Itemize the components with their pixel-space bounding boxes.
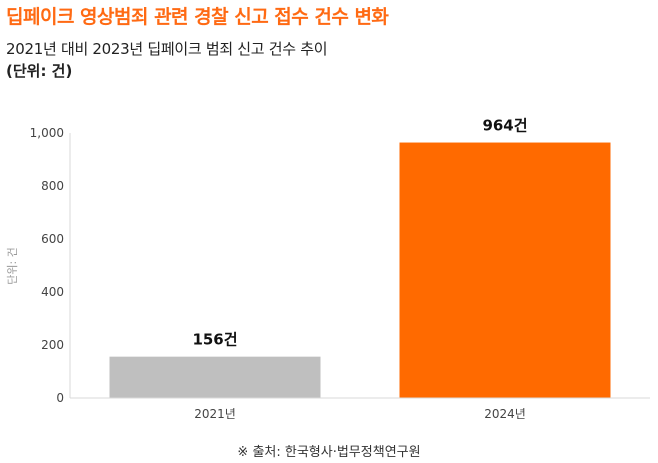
y-axis-label: 단위: 건 bbox=[6, 247, 19, 285]
x-tick-label: 2024년 bbox=[484, 407, 526, 421]
y-tick-label: 400 bbox=[41, 285, 64, 299]
data-label: 156건 bbox=[192, 331, 237, 349]
bar bbox=[399, 142, 611, 398]
y-tick-label: 0 bbox=[56, 391, 64, 405]
x-axis: 2021년 2024년 bbox=[70, 397, 650, 421]
data-label: 964건 bbox=[482, 117, 527, 135]
unit-note: (단위: 건) bbox=[6, 62, 73, 80]
y-tick-label: 1,000 bbox=[30, 126, 64, 140]
chart-title: 딥페이크 영상범죄 관련 경찰 신고 접수 건수 변화 bbox=[6, 6, 389, 28]
x-tick-label: 2021년 bbox=[194, 407, 236, 421]
bar bbox=[109, 356, 321, 398]
y-tick-label: 600 bbox=[41, 232, 64, 246]
source-note: ※ 출처: 한국형사·법무정책연구원 bbox=[237, 445, 421, 460]
y-axis: 0 200 400 600 800 1,000 bbox=[30, 126, 71, 405]
chart-subtitle: 2021년 대비 2023년 딥페이크 범죄 신고 건수 추이 bbox=[6, 40, 328, 58]
y-tick-label: 800 bbox=[41, 179, 64, 193]
y-tick-label: 200 bbox=[41, 338, 64, 352]
bars: 156건 964건 bbox=[109, 117, 611, 398]
